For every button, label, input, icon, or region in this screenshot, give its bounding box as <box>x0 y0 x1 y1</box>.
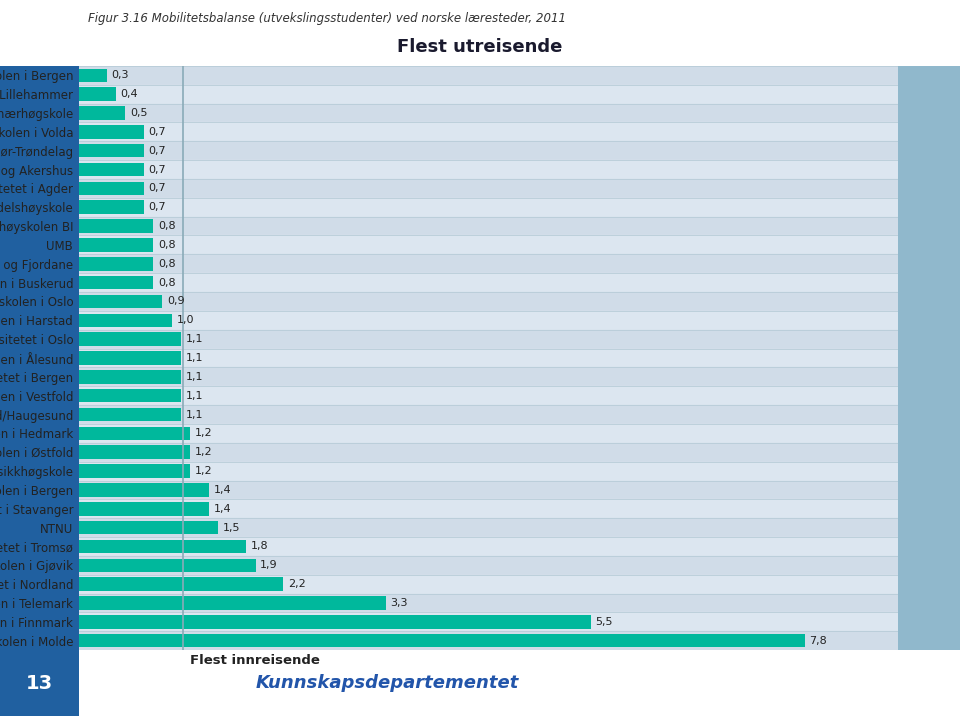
Bar <box>79 106 125 120</box>
Text: 1,2: 1,2 <box>195 448 213 458</box>
Bar <box>79 330 898 349</box>
Text: 1,4: 1,4 <box>214 485 231 495</box>
Text: 1,2: 1,2 <box>195 466 213 476</box>
Text: 0,7: 0,7 <box>149 183 166 193</box>
Text: Figur 3.16 Mobilitetsbalanse (utvekslingsstudenter) ved norske læresteder, 2011: Figur 3.16 Mobilitetsbalanse (utveksling… <box>88 12 566 25</box>
Text: 0,8: 0,8 <box>157 278 176 288</box>
Text: 0,8: 0,8 <box>157 240 176 250</box>
Bar <box>79 405 898 424</box>
Bar <box>79 219 154 233</box>
Bar <box>79 537 898 556</box>
Bar <box>79 314 172 327</box>
Bar <box>79 179 898 198</box>
Text: 3,3: 3,3 <box>391 598 408 608</box>
Text: 2,2: 2,2 <box>288 579 306 589</box>
Bar <box>79 575 898 594</box>
Bar <box>79 594 898 612</box>
Bar <box>79 386 898 405</box>
Bar <box>79 521 218 534</box>
Bar <box>79 104 898 122</box>
Text: Flest utreisende: Flest utreisende <box>397 39 563 57</box>
Text: 1,5: 1,5 <box>223 523 240 533</box>
Bar <box>79 407 181 421</box>
Bar <box>79 596 386 610</box>
Text: 1,1: 1,1 <box>185 391 204 401</box>
Text: 0,5: 0,5 <box>130 108 148 118</box>
Bar <box>79 182 144 195</box>
Bar <box>79 254 898 274</box>
Text: 0,7: 0,7 <box>149 145 166 155</box>
Bar <box>79 556 898 575</box>
Bar <box>79 122 898 141</box>
Text: 1,1: 1,1 <box>185 353 204 363</box>
Bar <box>79 125 144 139</box>
Text: 0,7: 0,7 <box>149 165 166 175</box>
Bar <box>79 483 209 497</box>
Bar <box>79 445 190 459</box>
Bar <box>79 163 144 176</box>
Bar <box>79 349 898 367</box>
Bar <box>79 217 898 236</box>
Bar <box>79 141 898 160</box>
Bar <box>79 311 898 330</box>
Text: 0,9: 0,9 <box>167 296 184 306</box>
Text: 1,1: 1,1 <box>185 410 204 420</box>
Bar <box>79 577 283 591</box>
Bar <box>79 462 898 480</box>
Bar <box>79 389 181 402</box>
Bar <box>79 540 246 553</box>
Text: 1,1: 1,1 <box>185 334 204 344</box>
Bar <box>79 615 590 629</box>
Bar <box>79 352 181 364</box>
Bar <box>79 257 154 271</box>
Bar <box>79 499 898 518</box>
Bar <box>79 480 898 499</box>
Bar <box>79 236 898 254</box>
Bar <box>79 424 898 442</box>
Bar <box>79 144 144 158</box>
Bar <box>79 612 898 632</box>
Text: Kunnskapsdepartementet: Kunnskapsdepartementet <box>255 674 518 692</box>
Text: 0,8: 0,8 <box>157 221 176 231</box>
Text: 1,1: 1,1 <box>185 372 204 382</box>
Text: 7,8: 7,8 <box>809 636 827 646</box>
Bar <box>79 634 804 647</box>
Bar <box>79 370 181 384</box>
Text: 0,7: 0,7 <box>149 202 166 212</box>
Bar <box>79 66 898 84</box>
Text: Flest innreisende: Flest innreisende <box>190 654 321 667</box>
Bar <box>79 238 154 252</box>
Bar <box>79 502 209 516</box>
Bar <box>79 367 898 386</box>
Bar <box>79 69 107 82</box>
Bar <box>79 295 162 309</box>
Bar <box>79 84 898 104</box>
Bar <box>79 558 255 572</box>
Bar <box>79 442 898 462</box>
Bar <box>79 332 181 346</box>
Text: 1,0: 1,0 <box>177 315 194 325</box>
Text: 0,7: 0,7 <box>149 127 166 137</box>
Text: 0,3: 0,3 <box>111 70 129 80</box>
Bar <box>79 518 898 537</box>
Text: 0,8: 0,8 <box>157 258 176 268</box>
Bar <box>79 200 144 214</box>
Bar <box>79 87 116 101</box>
Bar <box>79 632 898 650</box>
Text: 1,4: 1,4 <box>214 504 231 514</box>
Text: 1,2: 1,2 <box>195 428 213 438</box>
Bar <box>79 274 898 292</box>
Bar <box>79 464 190 478</box>
Text: 1,8: 1,8 <box>251 541 269 551</box>
Text: 13: 13 <box>26 674 53 692</box>
Bar <box>79 292 898 311</box>
Bar <box>79 160 898 179</box>
Text: 1,9: 1,9 <box>260 561 277 571</box>
Text: 5,5: 5,5 <box>595 617 612 626</box>
Bar <box>79 427 190 440</box>
Bar <box>79 198 898 217</box>
Text: 0,4: 0,4 <box>121 90 138 99</box>
Bar <box>79 276 154 289</box>
